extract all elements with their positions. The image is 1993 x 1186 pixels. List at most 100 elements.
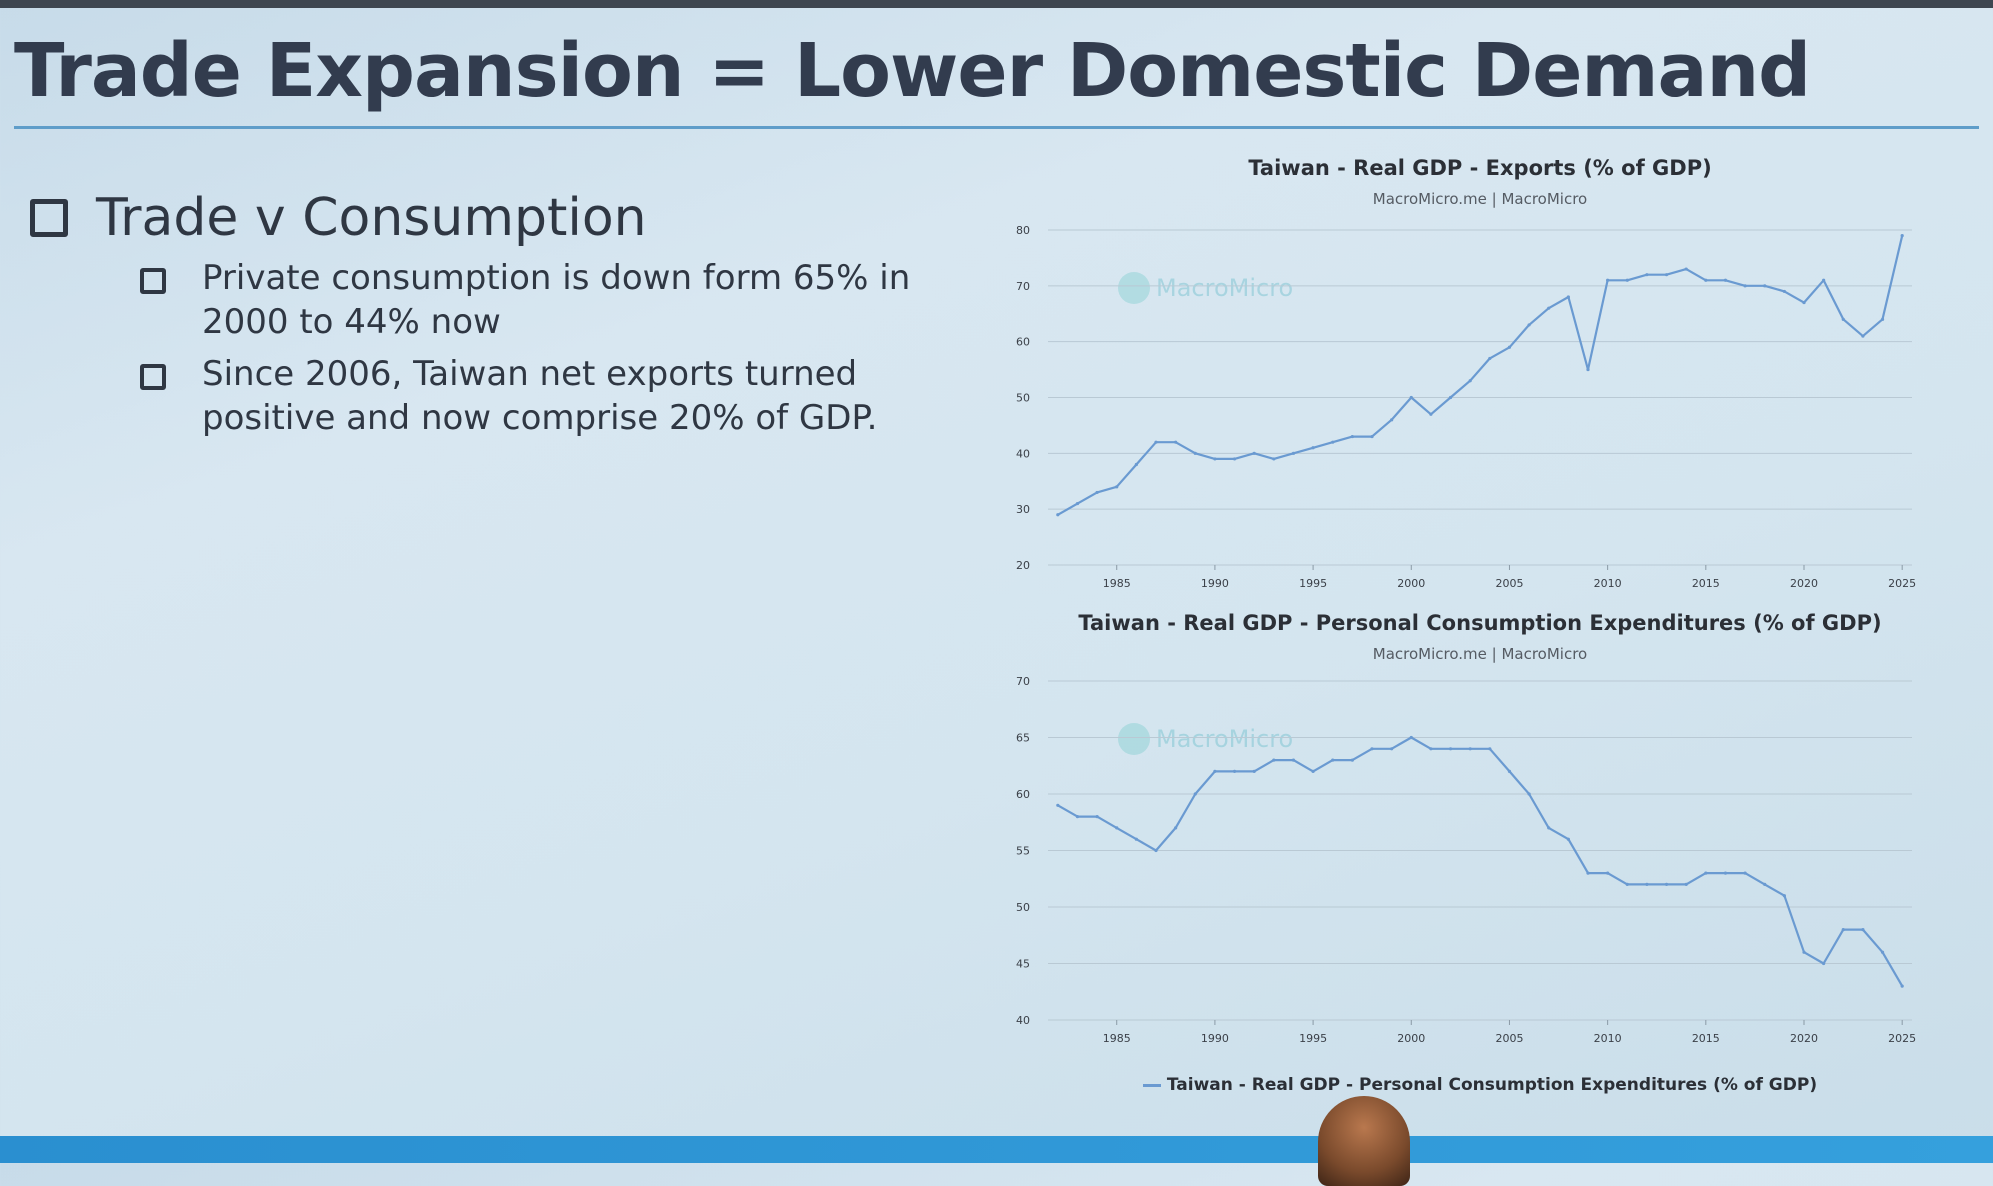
data-point (1664, 882, 1669, 886)
data-point (1134, 837, 1138, 841)
x-tick-label: 2025 (1888, 577, 1916, 590)
data-point (1291, 451, 1296, 455)
data-point (1782, 289, 1786, 294)
data-point (1606, 871, 1610, 875)
x-tick-label: 2015 (1692, 1032, 1720, 1045)
chart-title: Taiwan - Real GDP - Personal Consumption… (1078, 611, 1882, 635)
data-point (1331, 440, 1335, 444)
y-tick-label: 70 (1016, 675, 1030, 688)
data-point (1448, 395, 1453, 400)
x-tick-label: 2010 (1594, 1032, 1622, 1045)
data-point (1370, 747, 1374, 751)
data-point (1900, 233, 1904, 238)
watermark: MacroMicro (1118, 723, 1293, 755)
data-point (1252, 769, 1256, 773)
data-point (1468, 747, 1472, 751)
x-tick-label: 1990 (1201, 577, 1229, 590)
data-point (1331, 758, 1335, 762)
data-point (1880, 950, 1885, 954)
data-point (1547, 306, 1551, 310)
data-point (1547, 826, 1551, 830)
data-point (1763, 284, 1767, 288)
series-line (1057, 235, 1904, 516)
data-point (1684, 267, 1688, 271)
y-tick-label: 60 (1016, 788, 1030, 801)
chart-subtitle: MacroMicro.me | MacroMicro (1372, 190, 1588, 208)
data-point (1370, 434, 1374, 439)
data-point (1900, 984, 1904, 988)
data-point (1095, 490, 1099, 495)
x-tick-label: 2010 (1594, 577, 1622, 590)
data-point (1154, 848, 1158, 853)
data-point (1154, 440, 1158, 444)
data-point (1704, 278, 1708, 282)
legend-label: Taiwan - Real GDP - Personal Consumption… (1166, 1075, 1818, 1095)
data-point (1645, 273, 1649, 277)
sub-bullet-text: Since 2006, Taiwan net exports turned po… (202, 354, 878, 438)
data-point (1115, 485, 1119, 489)
x-tick-label: 1995 (1299, 577, 1327, 590)
data-point (1645, 882, 1649, 886)
data-point (1429, 747, 1433, 751)
y-tick-label: 50 (1016, 392, 1030, 405)
data-point (1880, 317, 1885, 321)
data-point (1291, 758, 1296, 762)
checkbox-bullet-icon (140, 364, 166, 390)
data-point (1586, 367, 1590, 372)
data-point (1193, 792, 1197, 796)
data-point (1409, 395, 1413, 400)
data-point (1174, 826, 1178, 830)
data-point (1232, 769, 1237, 773)
data-point (1311, 446, 1315, 450)
chart-title: Taiwan - Real GDP - Exports (% of GDP) (1248, 156, 1712, 180)
sub-bullet: Private consumption is down form 65% in … (140, 256, 950, 344)
data-point (1174, 440, 1178, 444)
data-point (1232, 457, 1237, 461)
y-tick-label: 60 (1016, 336, 1030, 349)
watermark-text: MacroMicro (1156, 274, 1294, 302)
x-tick-label: 2005 (1495, 1032, 1523, 1045)
data-point (1311, 769, 1315, 773)
bullet-list: Trade v Consumption Private consumption … (30, 188, 950, 440)
x-tick-label: 1985 (1103, 1032, 1131, 1045)
x-tick-label: 2020 (1790, 577, 1818, 590)
audience-head (1318, 1096, 1410, 1186)
data-point (1743, 284, 1747, 288)
data-point (1115, 826, 1119, 830)
data-point (1213, 457, 1217, 461)
data-point (1448, 747, 1453, 751)
x-tick-label: 2005 (1495, 577, 1523, 590)
y-tick-label: 45 (1016, 958, 1030, 971)
data-point (1056, 803, 1060, 807)
data-point (1782, 894, 1786, 898)
watermark: MacroMicro (1118, 272, 1293, 304)
top-edge-band (0, 0, 1993, 8)
main-bullet: Trade v Consumption (30, 188, 950, 248)
data-point (1822, 961, 1826, 966)
x-tick-label: 2025 (1888, 1032, 1916, 1045)
data-point (1625, 882, 1629, 886)
data-point (1723, 278, 1728, 282)
data-point (1134, 462, 1138, 467)
title-underline (14, 126, 1979, 129)
x-tick-label: 1985 (1103, 577, 1131, 590)
data-point (1566, 837, 1570, 841)
data-point (1802, 950, 1806, 954)
data-point (1841, 317, 1845, 321)
exports-plot: 20 30 40 50 60 70 80 1985 1990 1995 2000 2005 2010 20… (1016, 224, 1916, 590)
main-bullet-text: Trade v Consumption (96, 188, 647, 248)
data-point (1075, 815, 1080, 819)
data-point (1625, 278, 1629, 282)
x-tick-label: 1995 (1299, 1032, 1327, 1045)
data-point (1664, 273, 1669, 277)
watermark-text: MacroMicro (1156, 725, 1294, 753)
x-tick-label: 2020 (1790, 1032, 1818, 1045)
data-point (1802, 300, 1806, 305)
bottom-band (0, 1136, 1993, 1163)
data-point (1350, 758, 1354, 762)
data-point (1390, 418, 1394, 422)
data-point (1586, 871, 1590, 875)
data-point (1213, 769, 1217, 773)
data-point (1095, 815, 1099, 819)
chart-subtitle: MacroMicro.me | MacroMicro (1372, 645, 1588, 663)
